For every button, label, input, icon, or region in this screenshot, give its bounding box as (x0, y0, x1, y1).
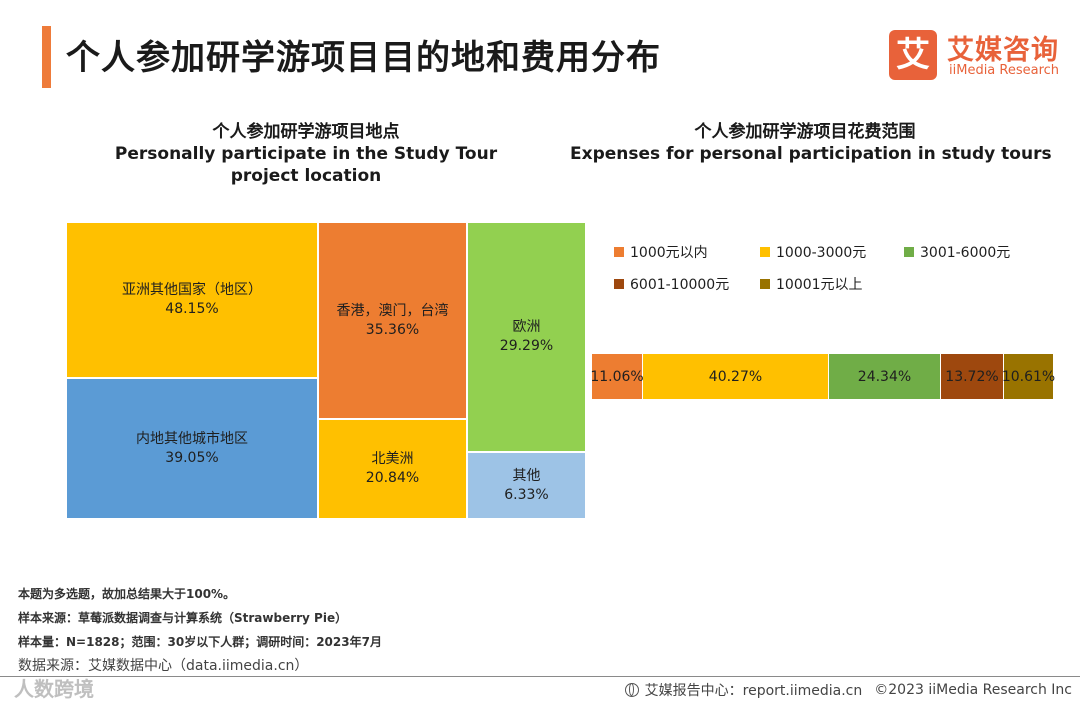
legend-label: 1000-3000元 (776, 245, 867, 261)
treemap-cell-other: 其他 6.33% (467, 452, 586, 519)
treemap-cell-value: 35.36% (365, 321, 420, 338)
globe-icon (624, 683, 639, 697)
treemap-cell-label: 香港，澳门，台湾 (336, 302, 449, 319)
treemap-cell-label: 其他 (512, 467, 541, 484)
treemap-cell-hk-macau-taiwan: 香港，澳门，台湾 35.36% (318, 222, 467, 419)
title-accent-bar (42, 26, 51, 88)
brand-name-cn: 艾媒咨询 (947, 35, 1059, 66)
treemap-cell-label: 欧洲 (512, 319, 541, 335)
footnotes: 本题为多选题，故加总结果大于100%。 样本来源：草莓派数据调查与计算系统（St… (18, 582, 382, 678)
treemap-cell-north-america: 北美洲 20.84% (318, 419, 467, 519)
legend-item: 6001-10000元 (614, 274, 729, 294)
right-chart-title-cn: 个人参加研学游项目花费范围 (694, 122, 916, 142)
treemap-cell-asia-other: 亚洲其他国家（地区） 48.15% (66, 222, 318, 378)
left-chart-title-cn: 个人参加研学游项目地点 (212, 122, 400, 142)
legend-swatch (760, 247, 770, 257)
legend-item: 1000-3000元 (760, 242, 866, 262)
treemap-cell-value: 6.33% (504, 486, 549, 503)
left-chart-title: 个人参加研学游项目地点 Personally participate in th… (106, 121, 506, 187)
treemap-cell-label: 亚洲其他国家（地区） (122, 282, 262, 298)
location-treemap: 亚洲其他国家（地区） 48.15% 内地其他城市地区 39.05% 香港，澳门，… (66, 222, 586, 519)
legend-label: 10001元以上 (776, 277, 863, 293)
brand-logo: 艾 艾媒咨询 iiMedia Research (889, 30, 1064, 82)
watermark: 人数跨境 (14, 677, 94, 701)
legend-swatch (614, 279, 624, 289)
bar-segment-over-10001: 10.61% (1002, 354, 1055, 399)
legend-label: 6001-10000元 (630, 277, 730, 293)
treemap-cell-label: 内地其他城市地区 (136, 430, 248, 447)
legend-label: 1000元以内 (630, 245, 708, 261)
treemap-cell-value: 39.05% (165, 449, 219, 466)
legend-swatch (904, 247, 914, 257)
legend-swatch (614, 247, 624, 257)
treemap-cell-label: 北美洲 (371, 451, 414, 467)
bar-segment-1000-3000: 40.27% (643, 354, 829, 399)
legend-swatch (760, 279, 770, 289)
page-title: 个人参加研学游项目目的地和费用分布 (66, 38, 661, 78)
note-multiple-choice: 本题为多选题，故加总结果大于100%。 (18, 587, 236, 601)
treemap-cell-value: 48.15% (165, 301, 219, 317)
legend-item: 10001元以上 (760, 274, 863, 294)
legend-item: 1000元以内 (614, 242, 708, 262)
note-sample-size: 样本量：N=1828；范围：30岁以下人群；调研时间：2023年7月 (18, 635, 382, 649)
treemap-cell-value: 29.29% (499, 338, 554, 354)
left-chart-title-en-2: project location (230, 166, 382, 186)
note-data-source: 数据来源：艾媒数据中心（data.iimedia.cn） (18, 658, 309, 674)
treemap-cell-europe: 欧洲 29.29% (467, 222, 586, 452)
left-chart-title-en-1: Personally participate in the Study Tour (114, 144, 498, 164)
note-sample-source: 样本来源：草莓派数据调查与计算系统（Strawberry Pie） (18, 611, 348, 625)
right-chart-title-en: Expenses for personal participation in s… (570, 144, 1052, 164)
footer: 艾媒报告中心：report.iimedia.cn ©2023 iiMedia R… (624, 680, 1072, 700)
brand-badge-icon: 艾 (889, 30, 937, 80)
footer-divider (0, 676, 1080, 677)
expense-legend: 1000元以内 1000-3000元 3001-6000元 6001-10000… (614, 240, 1064, 300)
bar-segment-6001-10000: 13.72% (941, 354, 1004, 399)
treemap-cell-mainland-other-cities: 内地其他城市地区 39.05% (66, 378, 318, 519)
brand-name-en: iiMedia Research (949, 63, 1060, 78)
legend-item: 3001-6000元 (904, 242, 1010, 262)
footer-copyright: ©2023 iiMedia Research Inc (874, 682, 1072, 698)
expense-stacked-bar: 11.06% 40.27% 24.34% 13.72% 10.61% (590, 354, 1055, 399)
footer-report-center[interactable]: 艾媒报告中心：report.iimedia.cn (644, 683, 863, 699)
right-chart-title: 个人参加研学游项目花费范围 Expenses for personal part… (570, 121, 1052, 165)
treemap-cell-value: 20.84% (365, 470, 420, 486)
bar-segment-3001-6000: 24.34% (829, 354, 941, 399)
bar-segment-under-1000: 11.06% (590, 354, 644, 399)
legend-label: 3001-6000元 (920, 245, 1011, 261)
